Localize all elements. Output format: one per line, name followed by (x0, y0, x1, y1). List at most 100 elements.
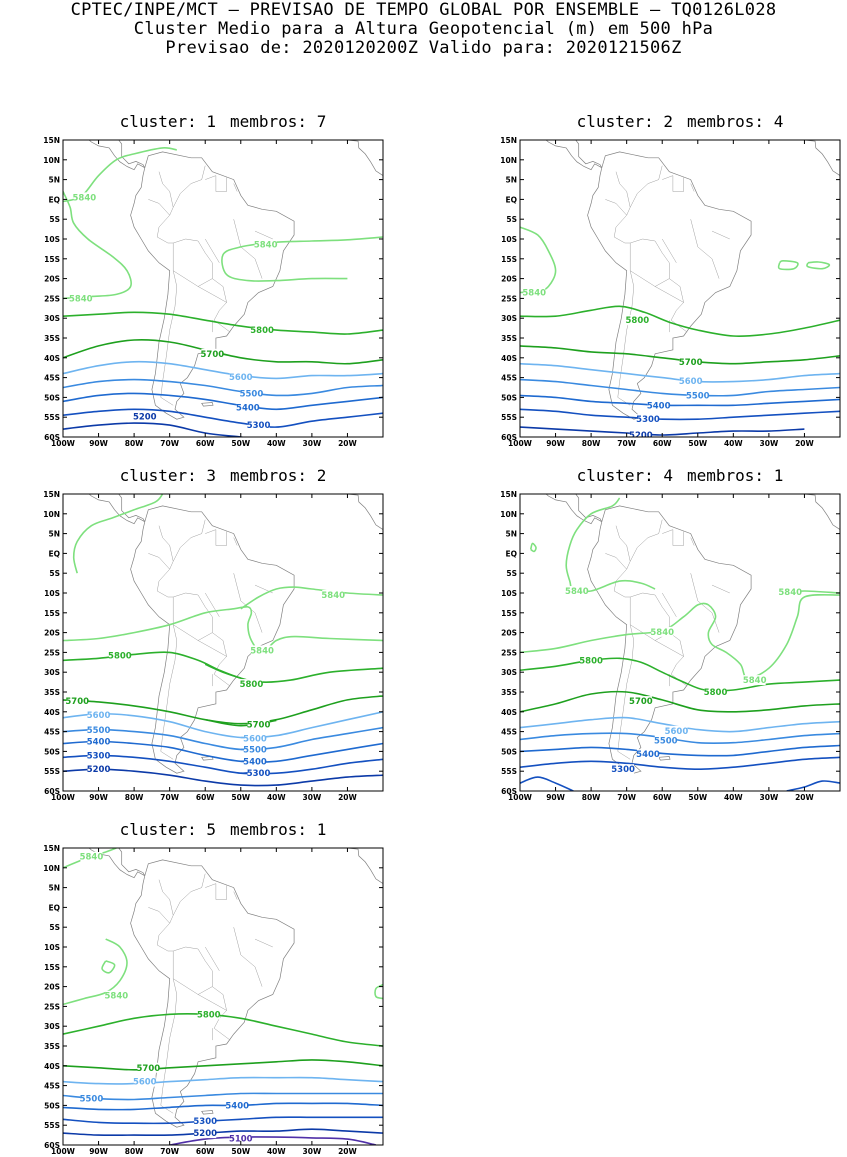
lon-tick-label: 60W (196, 439, 215, 448)
lat-tick-label: 55S (44, 767, 60, 776)
contour-label-bg (229, 371, 252, 382)
contour-label-bg (665, 725, 688, 736)
contour-label: 5840 (778, 588, 802, 598)
cluster-map-1: 5840 5840 5840 5800 5700 5600 5500 5400 5300 5200… (43, 136, 384, 448)
lon-tick-label: 30W (303, 439, 322, 448)
map-frame (62, 139, 384, 438)
contour-label-bg (679, 356, 702, 367)
lat-tick-label: 15S (501, 255, 517, 264)
country-border (172, 519, 206, 562)
country-border (661, 592, 677, 617)
contour-label: 5500 (87, 726, 111, 736)
cluster-map-5: 5840 5840 5800 5700 5600 5500 5400 5300 5200 5100… (43, 844, 384, 1156)
lat-tick-label: 10N (43, 510, 60, 519)
header-line-1: CPTEC/INPE/MCT – PREVISAO DE TEMPO GLOBA… (70, 0, 777, 20)
lat-tick-label: 55S (501, 767, 517, 776)
contour-label-bg (240, 388, 263, 399)
lat-tick-label: 35S (44, 1042, 60, 1051)
lat-tick-label: 45S (501, 374, 517, 383)
contour-label: 5400 (243, 758, 267, 768)
contour-5200 (63, 768, 383, 787)
contour-label: 5500 (243, 745, 267, 755)
contour-label-bg (226, 1100, 249, 1111)
contour-5300 (63, 754, 383, 775)
contour-label-bg (80, 851, 103, 862)
lat-tick-label: EQ (49, 903, 61, 912)
lat-tick-label: 60S (501, 433, 517, 442)
country-border (617, 270, 635, 406)
falklands-outline (201, 1110, 214, 1115)
contour-label: 5700 (136, 1064, 160, 1074)
contour-5700 (63, 695, 383, 725)
south-america-outline (587, 505, 752, 774)
contour-5840 (63, 605, 383, 654)
country-border (156, 915, 231, 1041)
lon-tick-label: 70W (160, 1147, 179, 1156)
contour-label-bg (629, 430, 652, 437)
country-border (205, 883, 227, 900)
country-border (690, 183, 695, 192)
contour-label-bg (194, 1128, 217, 1139)
contour-label: 5600 (133, 1078, 157, 1088)
contour-label-bg (87, 709, 110, 720)
country-border (148, 553, 170, 570)
contour-5500 (63, 1092, 383, 1101)
contour-label-bg (87, 736, 110, 747)
country-border (690, 537, 695, 546)
contour-5840 (221, 236, 383, 282)
lat-tick-label: 50S (501, 747, 517, 756)
country-border (629, 243, 670, 287)
contour-5700 (520, 690, 840, 713)
country-border (156, 207, 231, 333)
lon-tick-label: 100W (51, 793, 76, 802)
contour-label: 5500 (686, 391, 710, 401)
cluster-title-1: cluster: 1 membros: 7 (43, 112, 403, 131)
south-america-outline (130, 505, 295, 774)
contour-label: 5840 (104, 992, 128, 1002)
country-border (205, 175, 227, 192)
lat-tick-label: 20S (501, 629, 517, 638)
contour-label-bg (240, 679, 263, 690)
contour-label-bg (743, 675, 766, 686)
contour-label-bg (322, 589, 345, 600)
country-border (654, 640, 684, 657)
contour-5840 (806, 261, 831, 270)
contour-5840 (101, 960, 116, 974)
contour-label: 5300 (87, 751, 111, 761)
country-border (615, 171, 631, 208)
central-america-outline (63, 848, 146, 879)
contour-label: 5700 (65, 697, 89, 707)
lon-tick-label: 50W (231, 1147, 250, 1156)
contour-label-bg (637, 414, 659, 425)
country-border (690, 219, 720, 279)
country-border (711, 230, 730, 240)
lat-tick-label: 5N (49, 530, 61, 539)
contour-label-bg (80, 1093, 103, 1104)
lat-tick-label: 40S (44, 354, 60, 363)
lat-tick-label: 35S (501, 688, 517, 697)
map-frame (62, 847, 384, 1146)
country-border (172, 873, 206, 916)
contour-5500 (63, 378, 383, 397)
cluster-label: cluster: 3 (119, 466, 216, 485)
contour-label: 5600 (87, 711, 111, 721)
country-border (662, 529, 684, 546)
lat-tick-label: 10S (501, 589, 517, 598)
contour-label: 5700 (679, 358, 703, 368)
contour-label: 5200 (629, 431, 653, 441)
contour-label: 5800 (579, 656, 603, 666)
contour-label: 5600 (243, 735, 267, 745)
country-border (233, 219, 263, 279)
contour-label: 5800 (704, 688, 728, 698)
contour-label: 5200 (133, 412, 157, 422)
lat-tick-label: 15N (500, 136, 517, 145)
cluster-label: cluster: 1 (119, 112, 216, 131)
lon-tick-label: 20W (338, 793, 357, 802)
country-border (148, 907, 170, 924)
central-america-outline (520, 140, 603, 171)
contour-label: 5800 (108, 652, 132, 662)
lon-tick-label: 60W (653, 793, 672, 802)
lat-tick-label: 10N (500, 156, 517, 165)
lat-tick-label: 50S (501, 393, 517, 402)
lat-tick-label: 55S (501, 413, 517, 422)
